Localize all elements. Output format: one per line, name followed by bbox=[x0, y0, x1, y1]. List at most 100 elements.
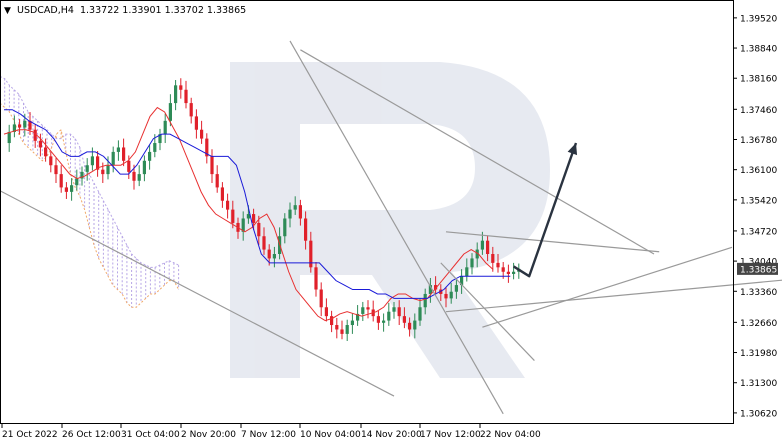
trend-line bbox=[300, 49, 655, 255]
candle-bull bbox=[345, 325, 349, 334]
chart-menu-icon[interactable]: ▼ bbox=[4, 6, 11, 16]
candle-bull bbox=[382, 320, 386, 323]
candle-bear bbox=[59, 174, 63, 188]
time-tick-label: 10 Nov 04:00 bbox=[300, 430, 361, 440]
candle-bear bbox=[38, 140, 42, 148]
time-tick-label: 31 Oct 04:00 bbox=[121, 430, 180, 440]
candle-bear bbox=[184, 89, 188, 104]
ichimoku-lines bbox=[3, 106, 511, 322]
price-tag-label: 1.33865 bbox=[740, 265, 777, 275]
candle-bear bbox=[319, 289, 323, 308]
candle-bear bbox=[205, 138, 209, 157]
candle-bull bbox=[111, 151, 115, 166]
candle-bear bbox=[127, 160, 131, 172]
candle-bull bbox=[392, 307, 396, 312]
trend-line bbox=[445, 279, 782, 313]
candle-bear bbox=[101, 169, 105, 175]
candle-bull bbox=[283, 218, 287, 237]
time-tick-label: 14 Nov 20:00 bbox=[361, 430, 422, 440]
candle-bull bbox=[423, 293, 427, 308]
candle-bear bbox=[200, 129, 204, 139]
candle-bull bbox=[23, 120, 27, 128]
candle-bull bbox=[153, 143, 157, 152]
candle-bull bbox=[12, 124, 16, 132]
candle-bear bbox=[18, 124, 22, 128]
price-tick-label: 1.30620 bbox=[740, 409, 777, 419]
candle-bull bbox=[70, 185, 74, 192]
price-tag-box bbox=[737, 262, 778, 275]
candle-bull bbox=[387, 311, 391, 321]
candle-bear bbox=[194, 116, 198, 130]
candle-bear bbox=[33, 129, 37, 141]
candle-bear bbox=[491, 254, 495, 263]
candle-bear bbox=[215, 174, 219, 188]
candle-bull bbox=[475, 249, 479, 259]
candle-bear bbox=[210, 156, 214, 175]
candle-bull bbox=[449, 291, 453, 299]
candle-bull bbox=[480, 240, 484, 250]
price-tick-label: 1.39520 bbox=[740, 14, 777, 24]
tenkan-sen-line bbox=[3, 106, 494, 322]
candle-bull bbox=[174, 85, 178, 104]
candle-bull bbox=[350, 320, 354, 326]
candle-bear bbox=[231, 209, 235, 223]
candle-bull bbox=[142, 160, 146, 175]
candle-bear bbox=[96, 156, 100, 170]
candle-bull bbox=[106, 165, 110, 175]
candle-bear bbox=[402, 316, 406, 323]
candle-bear bbox=[366, 307, 370, 310]
candle-bull bbox=[116, 147, 120, 152]
candle-bear bbox=[397, 307, 401, 317]
price-tick-label: 1.36780 bbox=[740, 136, 777, 146]
candle-bull bbox=[512, 271, 516, 274]
ichimoku-cloud bbox=[0, 76, 180, 308]
candle-bear bbox=[408, 322, 412, 330]
candle-bull bbox=[158, 134, 162, 144]
time-tick-label: 22 Nov 04:00 bbox=[480, 430, 541, 440]
candle-bull bbox=[137, 174, 141, 181]
trend-lines bbox=[0, 40, 782, 415]
candle-bull bbox=[428, 285, 432, 294]
candle-bear bbox=[64, 187, 68, 192]
price-tick-label: 1.31300 bbox=[740, 379, 777, 389]
candle-bear bbox=[44, 147, 48, 157]
candle-bull bbox=[168, 103, 172, 121]
candle-bear bbox=[262, 236, 266, 250]
candle-bull bbox=[470, 258, 474, 268]
price-tick-label: 1.34720 bbox=[740, 227, 777, 237]
candle-bull bbox=[241, 218, 245, 232]
forecast-arrow-path bbox=[512, 142, 578, 278]
candle-bull bbox=[90, 156, 94, 166]
candle-bull bbox=[246, 214, 250, 219]
axis-frame bbox=[0, 0, 734, 424]
forecast-arrow bbox=[512, 142, 578, 278]
candle-bear bbox=[132, 171, 136, 181]
candle-bear bbox=[28, 120, 32, 130]
candle-bull bbox=[288, 209, 292, 219]
candle-bear bbox=[122, 147, 126, 161]
candle-bull bbox=[75, 178, 79, 186]
candle-bear bbox=[226, 200, 230, 210]
candle-bear bbox=[434, 285, 438, 290]
candle-bear bbox=[298, 205, 302, 219]
price-tick-label: 1.35420 bbox=[740, 196, 777, 206]
candle-bear bbox=[189, 103, 193, 117]
candle-bull bbox=[418, 307, 422, 321]
candle-bear bbox=[54, 165, 58, 175]
time-axis[interactable]: 21 Oct 2022 26 Oct 12:00 31 Oct 04:00 2 Nov… bbox=[1, 424, 541, 440]
price-tick-label: 1.38160 bbox=[740, 75, 777, 85]
candle-bear bbox=[376, 316, 380, 323]
candle-bear bbox=[49, 156, 53, 166]
candle-bull bbox=[148, 151, 152, 161]
candle-bear bbox=[267, 249, 271, 259]
time-tick-label: 17 Nov 12:00 bbox=[420, 430, 481, 440]
price-tick-label: 1.38840 bbox=[740, 45, 777, 55]
watermark-logo bbox=[230, 62, 550, 378]
price-tick-label: 1.32660 bbox=[740, 319, 777, 329]
forecast-arrow-head bbox=[567, 143, 578, 156]
current-price-tag: 1.33865 bbox=[737, 262, 778, 275]
candle-bear bbox=[324, 307, 328, 317]
price-axis[interactable]: 1.39520 1.38840 1.38160 1.37460 1.36780 1.361… bbox=[733, 14, 777, 419]
